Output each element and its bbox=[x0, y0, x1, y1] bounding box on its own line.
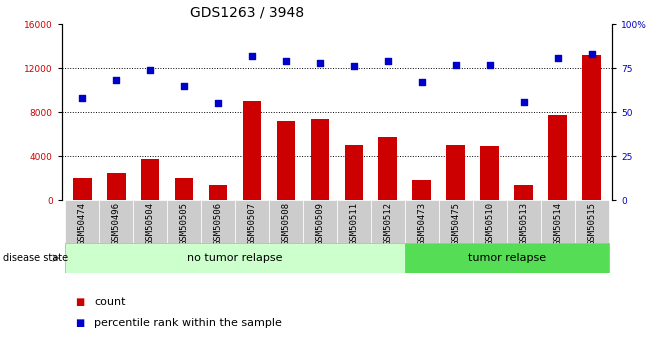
Bar bbox=[201, 200, 235, 243]
Bar bbox=[540, 200, 575, 243]
Bar bbox=[506, 200, 540, 243]
Bar bbox=[209, 185, 227, 200]
Text: GSM50496: GSM50496 bbox=[112, 202, 120, 245]
Bar bbox=[65, 243, 405, 273]
Bar bbox=[575, 200, 609, 243]
Text: GSM50504: GSM50504 bbox=[146, 202, 155, 245]
Text: GSM50512: GSM50512 bbox=[383, 202, 393, 245]
Bar bbox=[514, 185, 533, 200]
Bar bbox=[141, 159, 159, 200]
Bar bbox=[405, 243, 609, 273]
Text: disease state: disease state bbox=[3, 253, 68, 263]
Text: GSM50509: GSM50509 bbox=[316, 202, 324, 245]
Point bbox=[587, 51, 597, 57]
Text: GSM50474: GSM50474 bbox=[77, 202, 87, 245]
Point bbox=[179, 83, 189, 89]
Point bbox=[518, 99, 529, 104]
Point bbox=[213, 101, 223, 106]
Text: GSM50515: GSM50515 bbox=[587, 202, 596, 245]
Point bbox=[349, 63, 359, 69]
Bar bbox=[413, 180, 431, 200]
Text: tumor relapse: tumor relapse bbox=[467, 253, 546, 263]
Bar bbox=[167, 200, 201, 243]
Text: ■: ■ bbox=[75, 318, 84, 327]
Text: GSM50510: GSM50510 bbox=[485, 202, 494, 245]
Bar bbox=[99, 200, 133, 243]
Point bbox=[77, 95, 87, 101]
Bar bbox=[65, 200, 99, 243]
Text: GSM50514: GSM50514 bbox=[553, 202, 562, 245]
Bar bbox=[174, 178, 193, 200]
Text: GSM50475: GSM50475 bbox=[451, 202, 460, 245]
Point bbox=[553, 55, 563, 60]
Bar bbox=[378, 137, 397, 200]
Bar bbox=[277, 121, 296, 200]
Bar bbox=[303, 200, 337, 243]
Point bbox=[383, 58, 393, 64]
Point bbox=[111, 78, 121, 83]
Point bbox=[314, 60, 325, 66]
Text: GSM50505: GSM50505 bbox=[180, 202, 189, 245]
Text: no tumor relapse: no tumor relapse bbox=[187, 253, 283, 263]
Text: ■: ■ bbox=[75, 297, 84, 307]
Bar bbox=[235, 200, 269, 243]
Bar bbox=[405, 200, 439, 243]
Bar bbox=[243, 101, 261, 200]
Bar bbox=[439, 200, 473, 243]
Bar bbox=[447, 145, 465, 200]
Bar bbox=[133, 200, 167, 243]
Point bbox=[281, 58, 291, 64]
Bar bbox=[548, 116, 567, 200]
Point bbox=[145, 67, 156, 73]
Text: GSM50513: GSM50513 bbox=[519, 202, 528, 245]
Bar bbox=[311, 119, 329, 200]
Bar bbox=[582, 55, 601, 200]
Bar bbox=[337, 200, 371, 243]
Text: GSM50473: GSM50473 bbox=[417, 202, 426, 245]
Bar bbox=[480, 146, 499, 200]
Text: GSM50511: GSM50511 bbox=[350, 202, 358, 245]
Bar bbox=[371, 200, 405, 243]
Bar bbox=[107, 172, 126, 200]
Bar bbox=[344, 145, 363, 200]
Text: GSM50506: GSM50506 bbox=[214, 202, 223, 245]
Point bbox=[247, 53, 257, 59]
Bar bbox=[269, 200, 303, 243]
Bar bbox=[73, 178, 92, 200]
Point bbox=[417, 79, 427, 85]
Bar bbox=[473, 200, 506, 243]
Text: GDS1263 / 3948: GDS1263 / 3948 bbox=[190, 5, 305, 19]
Text: count: count bbox=[94, 297, 126, 307]
Point bbox=[484, 62, 495, 67]
Point bbox=[450, 62, 461, 67]
Text: percentile rank within the sample: percentile rank within the sample bbox=[94, 318, 283, 327]
Text: GSM50507: GSM50507 bbox=[247, 202, 256, 245]
Text: GSM50508: GSM50508 bbox=[281, 202, 290, 245]
